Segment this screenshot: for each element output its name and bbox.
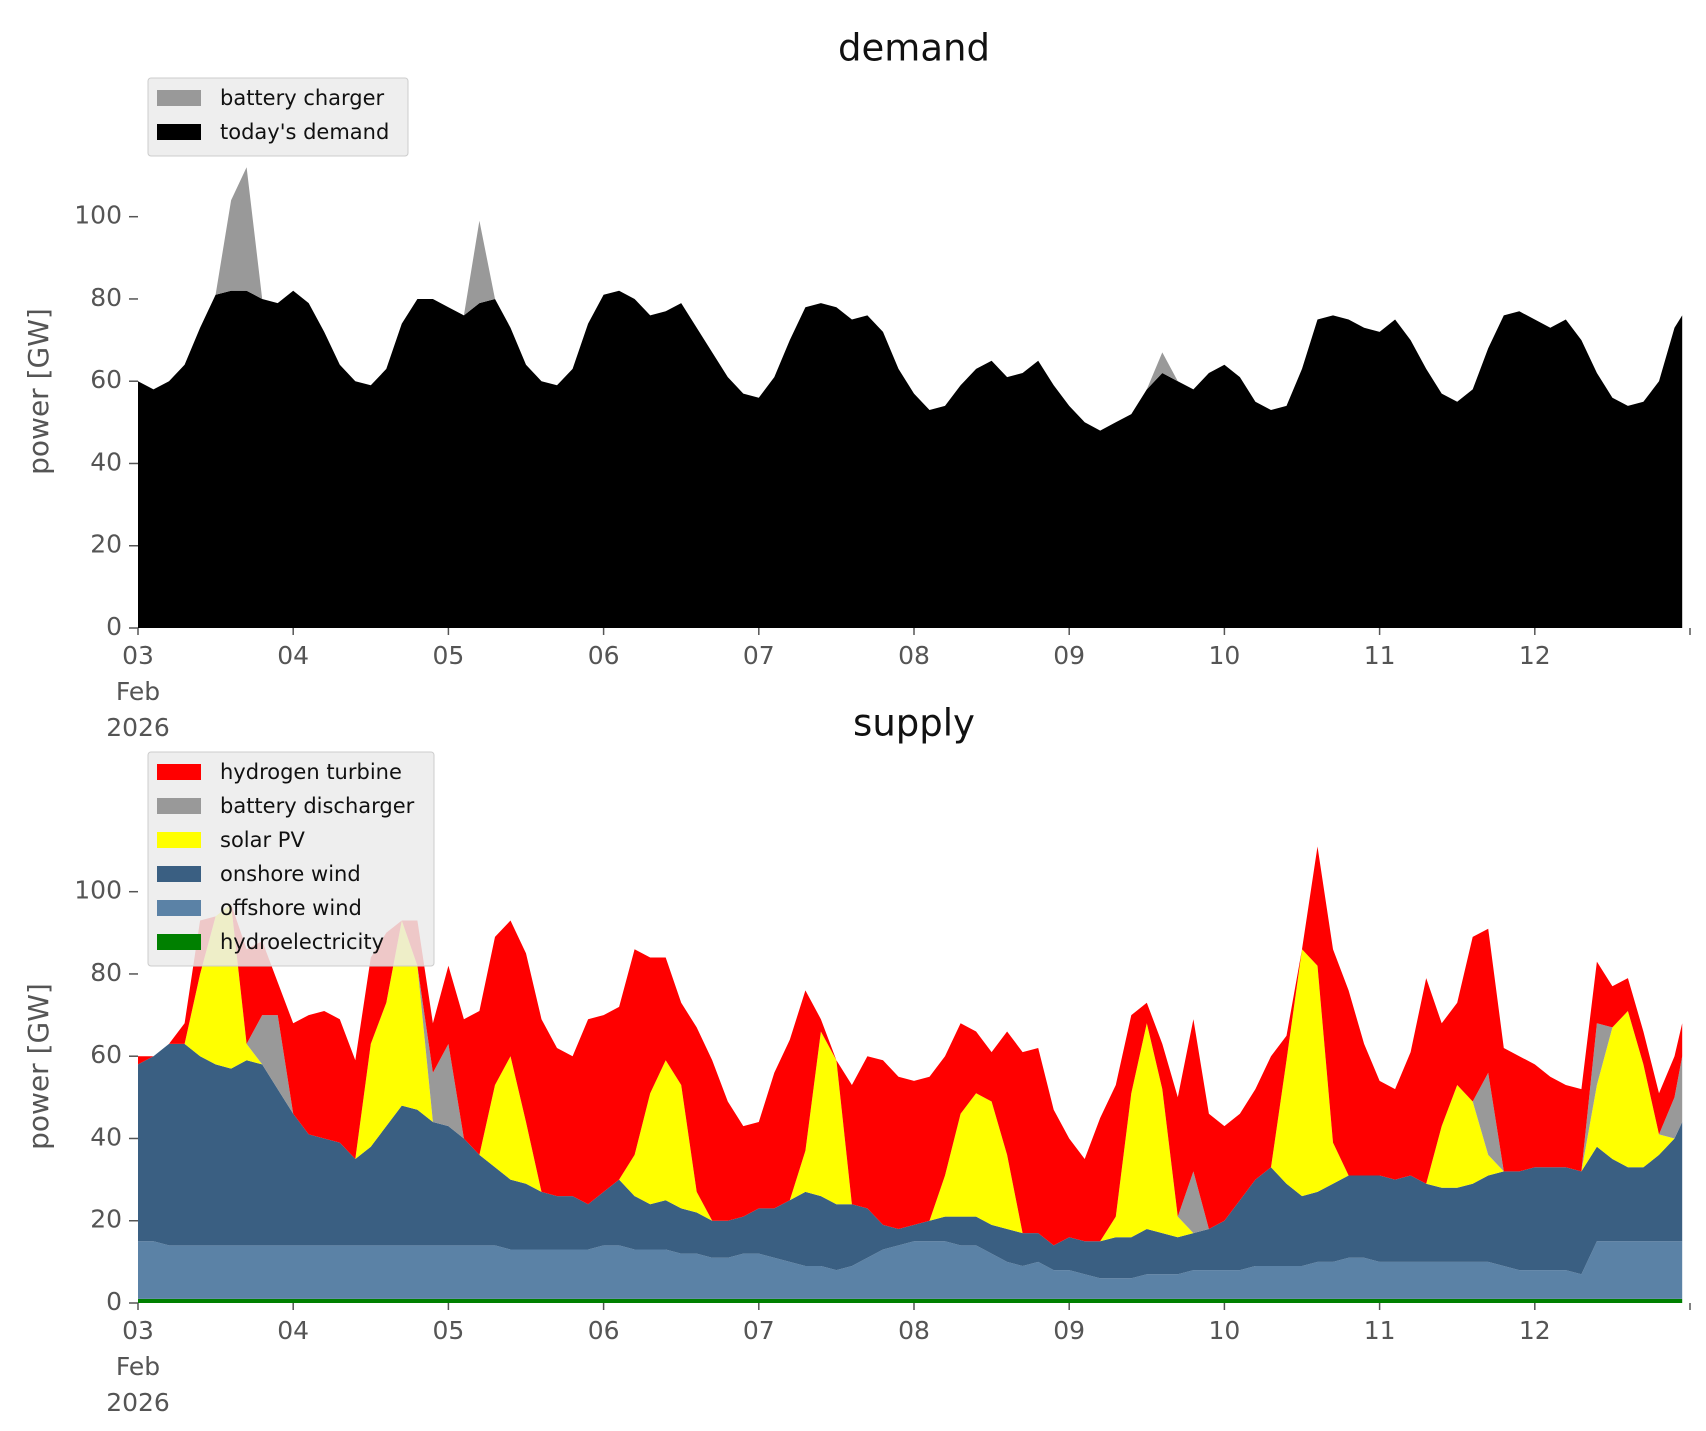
x-tick-label: 07 [743, 641, 775, 670]
legend-swatch [157, 934, 201, 950]
x-tick-label: 06 [588, 1316, 620, 1345]
y-axis-label: power [GW] [22, 983, 55, 1150]
x-tick-label: 03 [122, 1316, 154, 1345]
x-tick-label: 12 [1519, 1316, 1551, 1345]
x-tick-label: 09 [1053, 1316, 1085, 1345]
series-area-offshore-wind [138, 1241, 1683, 1299]
legend-swatch [157, 832, 201, 848]
x-tick-label: 04 [277, 1316, 309, 1345]
series-area-solar-pv [138, 904, 1683, 1246]
legend-entry: hydroelectricity [220, 930, 384, 954]
x-tick-sublabel: Feb [116, 1352, 160, 1381]
y-tick-label: 40 [90, 1122, 122, 1151]
y-axis-label: power [GW] [22, 308, 55, 475]
x-tick-label: 10 [1208, 641, 1240, 670]
y-tick-label: 0 [106, 1287, 122, 1316]
legend-swatch [157, 764, 201, 780]
legend-swatch [157, 866, 201, 882]
legend-entry: today's demand [220, 120, 389, 144]
y-tick-label: 80 [90, 283, 122, 312]
y-tick-label: 80 [90, 958, 122, 987]
legend-entry: offshore wind [220, 896, 362, 920]
series-area-onshore-wind [138, 1043, 1683, 1279]
x-tick-label: 04 [277, 641, 309, 670]
series-area-battery-discharger [138, 904, 1683, 1246]
legend-entry: solar PV [220, 828, 305, 852]
series-area-hydroelectricity [138, 1298, 1683, 1303]
y-tick-label: 0 [106, 612, 122, 641]
series-area-today-s-demand [138, 290, 1683, 628]
y-tick-label: 20 [90, 530, 122, 559]
y-tick-label: 60 [90, 1040, 122, 1069]
legend-box [147, 751, 435, 967]
x-tick-sublabel: 2026 [106, 713, 170, 742]
x-tick-label: 06 [588, 641, 620, 670]
x-tick-label: 08 [898, 1316, 930, 1345]
legend-box [147, 77, 409, 157]
y-tick-label: 60 [90, 365, 122, 394]
legend-entry: battery discharger [220, 794, 415, 818]
chart-title: demand [838, 27, 990, 70]
y-tick-label: 20 [90, 1205, 122, 1234]
x-tick-label: 12 [1519, 641, 1551, 670]
x-tick-label: 08 [898, 641, 930, 670]
legend-swatch [157, 124, 201, 140]
legend-entry: battery charger [220, 86, 385, 110]
x-tick-label: 09 [1053, 641, 1085, 670]
x-tick-label: 10 [1208, 1316, 1240, 1345]
x-tick-label: 03 [122, 641, 154, 670]
y-tick-label: 100 [74, 876, 122, 905]
legend-entry: hydrogen turbine [220, 760, 402, 784]
x-tick-label: 07 [743, 1316, 775, 1345]
legend-swatch [157, 900, 201, 916]
legend-entry: onshore wind [220, 862, 361, 886]
series-area-hydrogen-turbine [138, 846, 1683, 1246]
x-tick-label: 11 [1364, 1316, 1396, 1345]
chart-title: supply [853, 702, 975, 745]
legend-swatch [157, 798, 201, 814]
y-tick-label: 40 [90, 447, 122, 476]
x-tick-label: 05 [432, 641, 464, 670]
y-tick-label: 100 [74, 201, 122, 230]
legend-swatch [157, 90, 201, 106]
x-tick-label: 05 [432, 1316, 464, 1345]
x-tick-sublabel: Feb [116, 677, 160, 706]
x-tick-label: 11 [1364, 641, 1396, 670]
x-tick-sublabel: 2026 [106, 1388, 170, 1417]
